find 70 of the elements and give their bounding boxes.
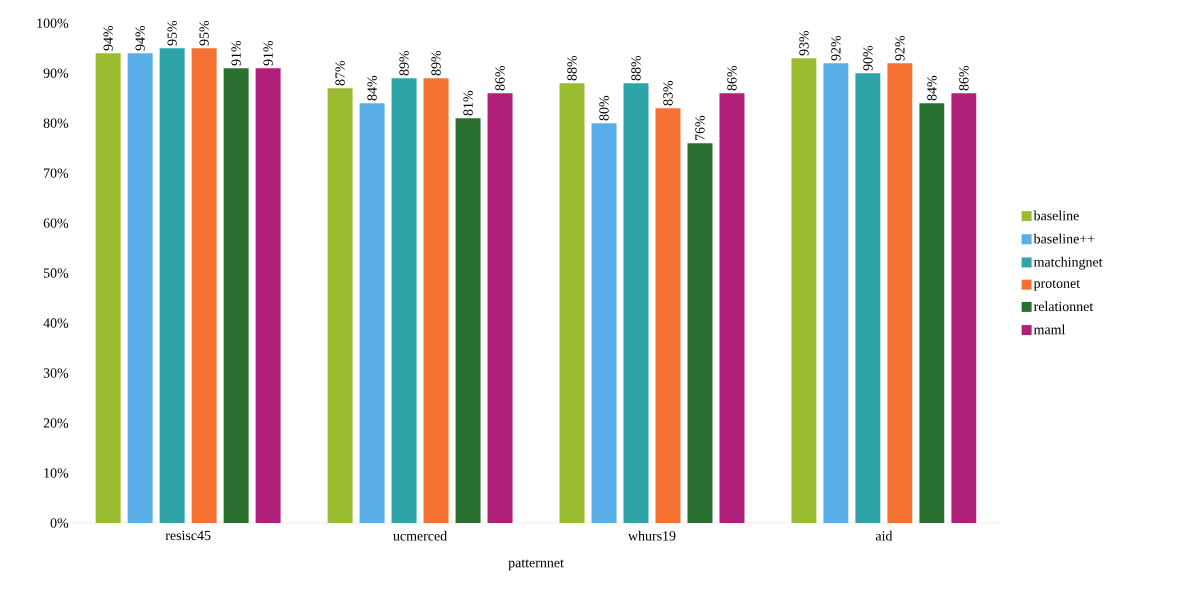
- data-label: 88%: [567, 55, 577, 81]
- bar: [327, 88, 353, 523]
- data-label: 93%: [799, 30, 809, 56]
- bar: [487, 93, 513, 523]
- y-tick-label: 70%: [44, 168, 69, 178]
- bar: [591, 123, 617, 523]
- data-label: 84%: [927, 75, 937, 101]
- data-label: 94%: [103, 25, 113, 51]
- bar: [791, 58, 817, 523]
- data-label: 87%: [335, 60, 345, 86]
- bar: [919, 103, 945, 523]
- bar: [655, 108, 681, 523]
- data-label: 92%: [831, 35, 841, 61]
- bar: [855, 73, 881, 523]
- y-tick-label: 60%: [43, 218, 69, 228]
- bar: [455, 118, 481, 523]
- data-label: 89%: [431, 50, 441, 76]
- bar: [687, 143, 713, 523]
- y-tick-label: 90%: [43, 68, 69, 78]
- data-label: 88%: [631, 55, 641, 81]
- y-tick-label: 40%: [43, 318, 69, 328]
- data-label: 84%: [367, 75, 377, 101]
- data-label: 83%: [663, 80, 673, 106]
- data-label: 86%: [495, 65, 505, 91]
- legend-label: relationnet: [1033, 301, 1094, 312]
- bar: [191, 48, 217, 523]
- y-tick-label: 20%: [43, 418, 69, 428]
- data-label: 95%: [199, 20, 209, 46]
- data-label: 90%: [863, 45, 873, 71]
- y-tick-label: 50%: [43, 268, 69, 278]
- data-label: 95%: [167, 20, 177, 46]
- bar: [255, 68, 281, 523]
- bar: [623, 83, 649, 523]
- legend-label: protonet: [1033, 279, 1080, 291]
- x-tick-label: resisc45: [165, 530, 211, 541]
- data-label: 94%: [135, 25, 145, 51]
- bar: [359, 103, 385, 523]
- legend-label: baseline: [1033, 210, 1079, 221]
- y-tick-label: 0%: [50, 518, 69, 528]
- y-tick-label: 30%: [43, 368, 69, 378]
- bar: [719, 93, 745, 523]
- legend-label: baseline++: [1033, 233, 1095, 244]
- y-tick-label: 100%: [37, 18, 69, 28]
- bar: [559, 83, 585, 523]
- data-label: 80%: [599, 95, 609, 121]
- data-label: 86%: [959, 65, 969, 91]
- x-axis-title: patternnet: [508, 559, 564, 571]
- data-label: 86%: [727, 65, 737, 91]
- y-tick-label: 80%: [43, 118, 69, 128]
- data-label: 89%: [399, 50, 409, 76]
- x-tick-label: whurs19: [628, 530, 676, 541]
- y-tick-label: 10%: [44, 468, 69, 478]
- x-tick-label: aid: [875, 530, 893, 541]
- bar: [887, 63, 913, 523]
- bar: [951, 93, 977, 523]
- data-label: 81%: [463, 90, 473, 116]
- bar: [391, 78, 417, 523]
- data-label: 91%: [231, 40, 241, 66]
- bar: [423, 78, 449, 523]
- bar: [223, 68, 249, 523]
- x-tick-label: ucmerced: [393, 530, 448, 541]
- data-label: 92%: [895, 35, 905, 61]
- bar: [95, 53, 121, 523]
- legend-label: matchingnet: [1033, 256, 1103, 270]
- legend-label: maml: [1033, 324, 1066, 335]
- data-label: 76%: [695, 115, 705, 140]
- bar: [159, 48, 185, 523]
- bar: [823, 63, 849, 523]
- data-label: 91%: [263, 40, 273, 66]
- bar: [127, 53, 153, 523]
